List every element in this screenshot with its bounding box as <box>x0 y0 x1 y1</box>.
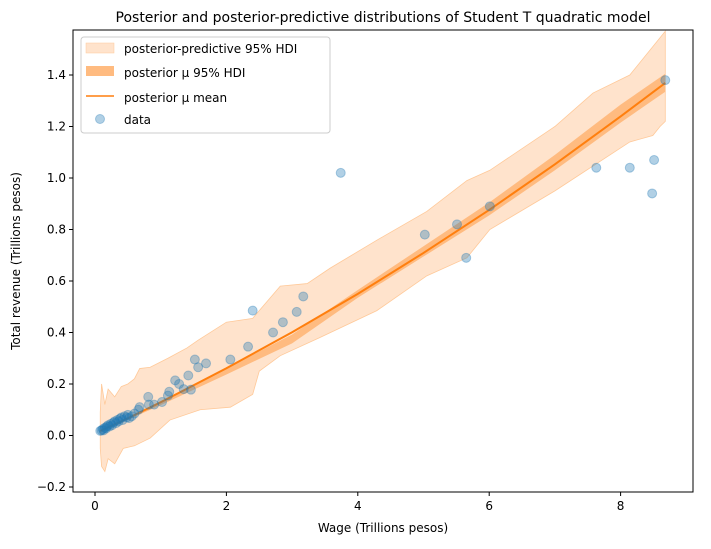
data-point <box>134 402 145 413</box>
legend-label-predictive: posterior-predictive 95% HDI <box>124 42 297 56</box>
data-point <box>143 399 154 410</box>
data-point <box>277 317 288 328</box>
data-point <box>96 425 107 436</box>
legend: posterior-predictive 95% HDI posterior μ… <box>80 36 331 134</box>
data-point <box>105 418 116 429</box>
data-point <box>268 327 279 338</box>
data-point <box>624 162 635 173</box>
y-tick-label: 0.4 <box>47 326 66 340</box>
y-tick-label: −0.2 <box>37 480 66 494</box>
data-point <box>114 413 125 424</box>
data-point <box>126 411 137 422</box>
data-point <box>335 167 346 178</box>
data-point <box>484 201 495 212</box>
data-point <box>95 425 106 436</box>
data-point <box>116 412 127 423</box>
legend-swatch-mu-hdi <box>86 66 114 76</box>
data-point <box>121 412 132 423</box>
plot-area <box>95 30 671 473</box>
data-point <box>129 408 140 419</box>
data-point <box>189 354 200 365</box>
y-tick-label: 0.6 <box>47 274 66 288</box>
data-point <box>170 375 181 386</box>
data-point <box>185 384 196 395</box>
data-point <box>101 423 112 434</box>
data-point <box>183 370 194 381</box>
x-tick-label: 0 <box>91 499 99 513</box>
mu-mean-line <box>99 82 666 433</box>
legend-frame <box>80 36 331 134</box>
y-tick-label: 1.2 <box>47 120 66 134</box>
data-point <box>117 415 128 426</box>
x-tick-label: 4 <box>354 499 362 513</box>
y-tick-label: 1.0 <box>47 171 66 185</box>
legend-label-mu-mean: posterior μ mean <box>124 91 227 105</box>
data-point <box>419 229 430 240</box>
data-point <box>133 404 144 415</box>
data-point <box>452 219 463 230</box>
data-point <box>174 379 185 389</box>
data-point <box>97 424 108 435</box>
data-point <box>113 416 124 427</box>
x-axis-label: Wage (Trillions pesos) <box>318 521 448 535</box>
data-point <box>119 411 130 422</box>
data-point <box>225 354 236 365</box>
axes-frame <box>72 29 694 493</box>
data-point <box>162 390 173 401</box>
data-point <box>107 420 118 431</box>
axes: 0 2 4 6 8 −0.2 0.0 0.2 0.4 0.6 0.8 1.0 1.2 1.4 <box>37 29 694 513</box>
data-point <box>298 291 309 302</box>
data-point <box>591 162 602 173</box>
y-tick-label: 1.4 <box>47 68 66 82</box>
data-point <box>647 188 658 199</box>
y-tick-label: 0.8 <box>47 223 66 237</box>
data-point <box>164 386 175 397</box>
data-point <box>104 421 115 432</box>
y-axis-label: Total revenue (Trillions pesos) <box>9 172 23 351</box>
data-point <box>109 416 120 427</box>
y-tick-label: 0.0 <box>47 429 66 443</box>
legend-label-mu-hdi: posterior μ 95% HDI <box>124 66 245 80</box>
data-point <box>149 399 160 410</box>
data-point <box>243 341 254 352</box>
chart-title: Posterior and posterior-predictive distr… <box>116 10 651 26</box>
data-point <box>201 358 212 369</box>
x-tick-label: 6 <box>485 499 493 513</box>
data-point <box>111 418 122 429</box>
data-point <box>660 75 671 86</box>
data-point <box>247 305 258 316</box>
data-point <box>461 252 472 263</box>
legend-swatch-predictive <box>85 42 115 54</box>
data-point <box>103 420 114 431</box>
data-point <box>157 397 168 408</box>
data-point <box>99 422 110 433</box>
data-point <box>178 384 189 395</box>
y-tick-label: 0.2 <box>47 377 66 391</box>
data-point <box>122 409 133 420</box>
x-tick-label: 8 <box>617 499 625 513</box>
data-point <box>108 417 119 428</box>
data-point <box>101 421 112 432</box>
x-tick-label: 2 <box>223 499 231 513</box>
data-point <box>649 154 660 165</box>
data-point <box>98 425 109 436</box>
data-point <box>124 412 135 423</box>
legend-label-data: data <box>124 113 151 127</box>
data-point <box>112 415 123 426</box>
data-point <box>143 391 154 402</box>
data-point <box>193 362 204 373</box>
data-point <box>291 306 302 317</box>
legend-swatch-data <box>95 114 105 124</box>
